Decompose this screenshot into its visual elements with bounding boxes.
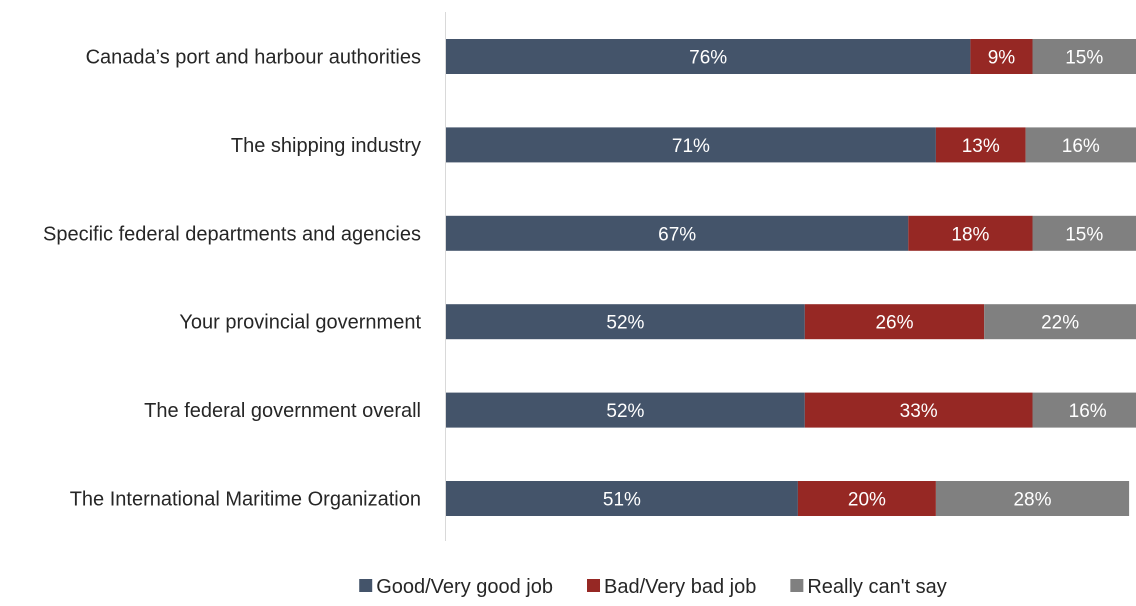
data-label-really-can-t-say-1: 15% <box>1065 48 1103 69</box>
data-label-good-very-good-job-3: 67% <box>658 224 696 245</box>
category-labels: Canada’s port and harbour authorities The… <box>43 47 421 511</box>
legend-swatch-bad-very-bad-job <box>587 579 600 592</box>
data-label-really-can-t-say-2: 16% <box>1062 136 1100 157</box>
data-label-really-can-t-say-6: 28% <box>1013 490 1051 511</box>
legend-swatch-really-can-t-say <box>790 579 803 592</box>
data-label-bad-very-bad-job-6: 20% <box>848 490 886 511</box>
data-label-bad-very-bad-job-5: 33% <box>900 401 938 422</box>
data-label-good-very-good-job-2: 71% <box>672 136 710 157</box>
data-label-really-can-t-say-4: 22% <box>1041 313 1079 334</box>
data-label-bad-very-bad-job-2: 13% <box>962 136 1000 157</box>
data-label-really-can-t-say-3: 15% <box>1065 224 1103 245</box>
category-label-specific-federal-departments-and-agencies: Specific federal departments and agencie… <box>43 223 421 245</box>
category-label-the-international-maritime-organization: The International Maritime Organization <box>70 489 421 511</box>
category-label-your-provincial-government: Your provincial government <box>179 312 421 334</box>
data-label-good-very-good-job-1: 76% <box>689 48 727 69</box>
data-label-really-can-t-say-5: 16% <box>1069 401 1107 422</box>
category-label-the-federal-government-overall: The federal government overall <box>144 400 421 422</box>
data-label-bad-very-bad-job-1: 9% <box>988 48 1016 69</box>
legend-label-bad-very-bad-job: Bad/Very bad job <box>604 576 756 598</box>
bars: 76% 9% 15% 71% 13% 16% 67% 18% 15% 52% 26% 22% 52% 33… <box>446 39 1136 516</box>
data-label-good-very-good-job-4: 52% <box>606 313 644 334</box>
data-label-bad-very-bad-job-3: 18% <box>951 224 989 245</box>
legend: Good/Very good job Bad/Very bad job Really… <box>359 576 947 598</box>
data-label-good-very-good-job-6: 51% <box>603 490 641 511</box>
category-label-the-shipping-industry: The shipping industry <box>231 135 421 157</box>
data-label-good-very-good-job-5: 52% <box>606 401 644 422</box>
legend-label-good-very-good-job: Good/Very good job <box>376 576 553 598</box>
category-label-canada-s-port-and-harbour-authorities: Canada’s port and harbour authorities <box>86 47 421 69</box>
legend-label-really-can-t-say: Really can't say <box>807 576 946 598</box>
legend-swatch-good-very-good-job <box>359 579 372 592</box>
data-label-bad-very-bad-job-4: 26% <box>875 313 913 334</box>
